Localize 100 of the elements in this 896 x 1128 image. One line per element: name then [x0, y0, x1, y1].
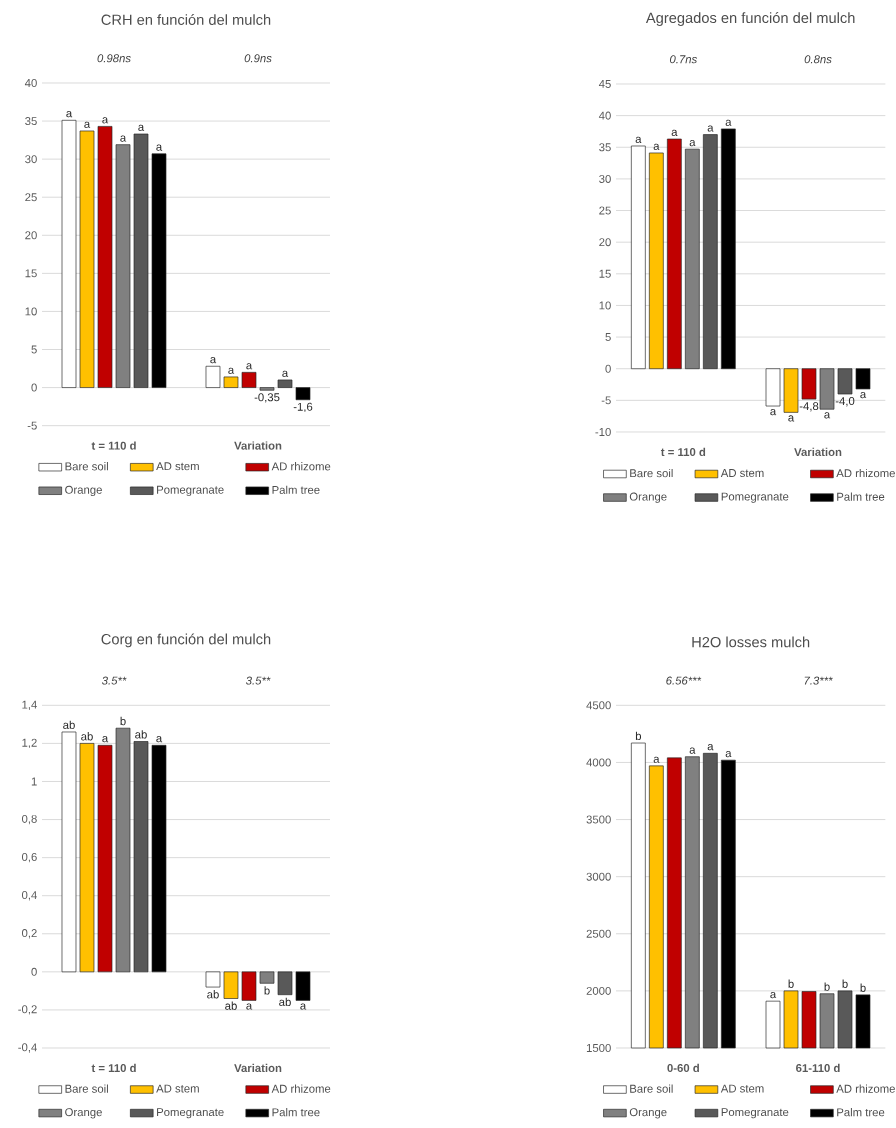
data-label: b [824, 982, 830, 991]
legend-label: AD rhizome [271, 462, 331, 471]
y-tick-label: 15 [25, 269, 37, 278]
y-tick-label: 0 [605, 364, 611, 373]
data-label: a [725, 750, 732, 758]
bar [295, 971, 311, 1001]
data-label: a [770, 409, 777, 416]
bar [115, 144, 131, 388]
chart-title: H2O losses mulch [692, 636, 810, 648]
data-label: a [860, 391, 867, 399]
y-tick-label: 5 [605, 333, 611, 342]
data-label: ab [207, 990, 219, 999]
bar [205, 365, 221, 388]
y-tick-label: 2000 [586, 986, 611, 995]
data-label: a [725, 119, 732, 126]
y-tick-label: 4000 [586, 758, 611, 767]
bar [667, 138, 682, 370]
data-label: a [707, 744, 714, 751]
bar [115, 727, 131, 973]
legend-label: Orange [65, 1108, 102, 1119]
data-label: b [635, 731, 642, 741]
y-tick-label: 35 [599, 143, 611, 152]
bar [819, 368, 835, 410]
bar [765, 368, 781, 407]
data-label: ab [225, 1001, 237, 1010]
y-tick-label: 30 [25, 155, 37, 164]
bar [631, 145, 646, 370]
bar [295, 387, 311, 401]
x-tick-label: t = 110 d [91, 1063, 136, 1073]
bar [61, 119, 77, 388]
y-tick-label: 40 [598, 111, 611, 120]
y-tick-label: 45 [598, 80, 611, 88]
y-tick-label: 35 [25, 117, 37, 126]
data-label: a [671, 129, 678, 137]
data-label: a [120, 135, 127, 142]
data-label: a [156, 144, 163, 151]
legend-label: AD stem [720, 469, 764, 478]
data-label: ab [279, 997, 291, 1007]
data-label: a [770, 991, 777, 999]
legend-label: Palm tree [837, 492, 885, 501]
legend-label: Pomegranate [157, 1108, 224, 1119]
data-label: b [264, 986, 270, 995]
data-label: a [102, 117, 109, 124]
data-label: a [138, 124, 145, 131]
legend-label: Palm tree [837, 1107, 885, 1117]
legend-label: AD rhizome [836, 468, 895, 478]
data-label: a [707, 125, 714, 132]
y-tick-label: 1500 [586, 1043, 611, 1052]
bar [259, 971, 275, 984]
y-tick-label: 1,2 [22, 738, 37, 749]
legend-label: AD rhizome [271, 1084, 331, 1093]
bar [97, 126, 113, 388]
data-label: a [246, 1003, 253, 1010]
data-label: ab [81, 732, 93, 741]
data-label: -1,6 [293, 402, 313, 413]
chart-title: Agregados en función del mulch [645, 12, 855, 26]
x-tick-label: t = 110 d [660, 447, 706, 457]
data-label: a [228, 367, 235, 374]
x-tick-label: 0-60 d [667, 1063, 699, 1073]
bar [277, 971, 293, 996]
data-label: a [653, 756, 660, 763]
y-tick-label: -0,2 [18, 1005, 37, 1015]
chart-title: Corg en función del mulch [101, 633, 271, 648]
bar [685, 148, 700, 370]
text: 3.5** [101, 676, 127, 685]
data-label: a [653, 143, 660, 150]
text: 0.8ns [804, 55, 832, 64]
data-label: a [282, 370, 289, 377]
legend-label: Palm tree [272, 1107, 320, 1117]
bar [133, 133, 149, 388]
bar [79, 130, 95, 388]
x-tick-label: Variation [234, 441, 282, 450]
data-label: b [788, 979, 794, 988]
y-tick-label: 0,8 [21, 814, 37, 825]
x-tick-label: t = 110 d [91, 441, 136, 450]
legend-label: Palm tree [272, 485, 320, 494]
y-tick-label: 1,4 [22, 700, 37, 710]
y-tick-label: 40 [24, 78, 37, 87]
bar [133, 741, 149, 973]
x-tick-label: Variation [794, 447, 842, 457]
legend-label: Pomegranate [721, 1108, 789, 1119]
y-tick-label: 0,6 [21, 852, 37, 863]
data-label: a [210, 357, 217, 364]
y-tick-label: 0 [31, 383, 37, 392]
data-label: a [300, 1003, 307, 1010]
bar [151, 744, 167, 973]
legend-label: AD rhizome [836, 1084, 895, 1093]
data-label: a [689, 747, 696, 754]
data-label: b [860, 983, 866, 992]
text: 7.3*** [804, 676, 833, 685]
legend-label: Orange [65, 485, 102, 497]
data-label: ab [63, 720, 75, 729]
y-tick-label: 20 [599, 238, 611, 247]
y-tick-label: 10 [599, 301, 611, 310]
data-label: a [66, 111, 73, 118]
y-tick-label: 0,4 [21, 891, 37, 901]
data-label: b [842, 979, 848, 988]
bar [97, 744, 113, 973]
bar [783, 368, 799, 413]
bar [151, 153, 167, 388]
